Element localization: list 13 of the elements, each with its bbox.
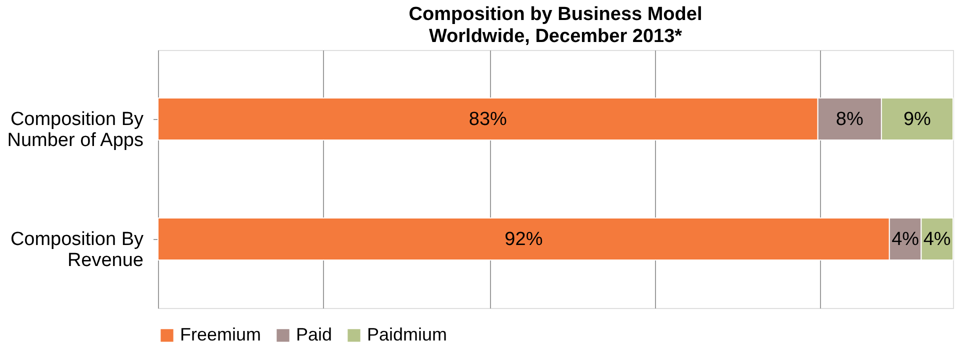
chart-title: Composition by Business Model xyxy=(408,4,702,25)
legend-label: Freemium xyxy=(180,324,262,344)
legend-label: Paid xyxy=(296,324,332,344)
legend-label: Paidmium xyxy=(367,324,448,344)
data-label: 92% xyxy=(504,229,543,250)
data-label: 8% xyxy=(836,109,864,130)
data-label: 9% xyxy=(903,109,932,130)
chart-subtitle: Worldwide, December 2013* xyxy=(428,26,683,47)
data-label: 4% xyxy=(923,229,951,250)
data-label: 83% xyxy=(468,109,508,130)
data-label: 4% xyxy=(892,229,920,250)
y-tick-label: Composition By Revenue xyxy=(10,229,144,271)
y-tick-label: Composition By Number of Apps xyxy=(7,109,144,151)
